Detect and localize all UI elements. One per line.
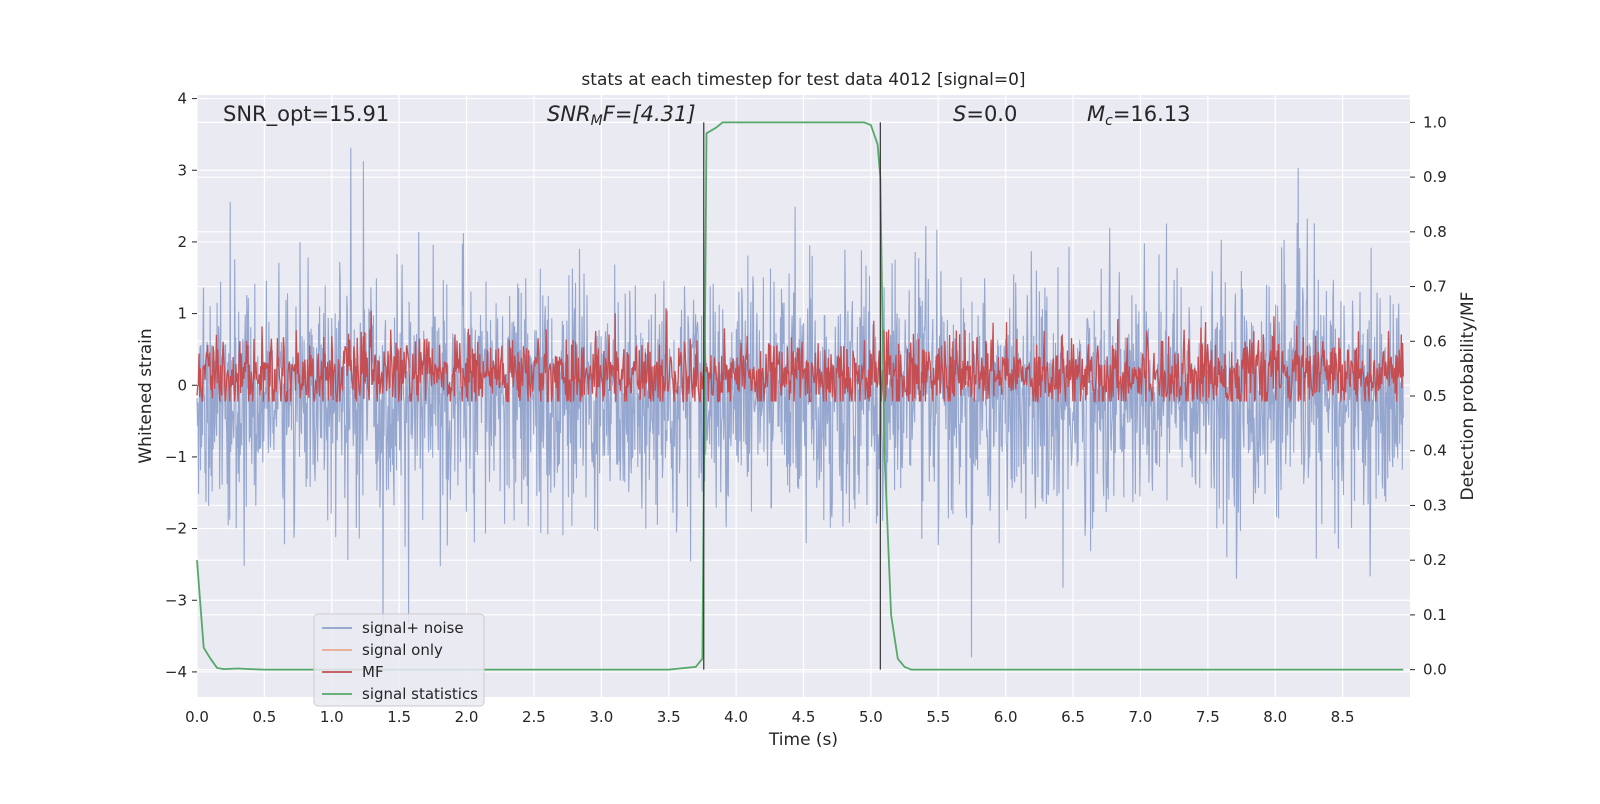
legend-box	[313, 613, 485, 707]
annotation-mc-sub: c	[1105, 113, 1113, 129]
y2-tick-label: 0.6	[1423, 332, 1447, 350]
legend: signal+ noise signal only MF signal statist…	[313, 613, 485, 707]
y2-tick-label: 1.0	[1423, 113, 1447, 131]
y-tick-label: 0	[177, 376, 187, 394]
annotations: SNR_opt=15.91 SNRMF=[4.31] S=0.0 Mc=16.1…	[223, 102, 1191, 129]
legend-label: signal only	[362, 641, 443, 659]
x-tick-label: 7.5	[1196, 708, 1220, 726]
x-tick-label: 4.0	[724, 708, 748, 726]
x-tick-label: 0.0	[185, 708, 209, 726]
x-tick-label: 3.0	[589, 708, 613, 726]
x-axis-label: Time (s)	[768, 730, 838, 750]
x-tick-label: 1.0	[320, 708, 344, 726]
y2-tick-label: 0.3	[1423, 496, 1447, 514]
tick-labels: 0.0 0.5 1.0 1.5 2.0 2.5 3.0 3.5 4.0 4.5 5.0 5.5 6.0 6…	[165, 90, 1447, 726]
x-tick-label: 2.0	[455, 708, 479, 726]
y-tick-label: −1	[165, 448, 187, 466]
y-axis-label: Whitened strain	[136, 328, 156, 463]
x-tick-label: 0.5	[252, 708, 276, 726]
y-tick-label: −3	[165, 591, 187, 609]
x-tick-label: 6.5	[1061, 708, 1085, 726]
annotation-snr-opt: SNR_opt=15.91	[223, 102, 389, 127]
annotation-mc: Mc=16.13	[1087, 102, 1191, 129]
x-tick-label: 7.0	[1129, 708, 1153, 726]
annotation-s-var: S	[953, 102, 966, 126]
y2-tick-label: 0.7	[1423, 278, 1447, 296]
chart-title: stats at each timestep for test data 401…	[581, 70, 1025, 90]
annotation-snr-mf-sub: M	[591, 113, 603, 129]
annotation-mc-base: M	[1087, 102, 1105, 126]
y-tick-label: 1	[177, 305, 187, 323]
x-tick-label: 5.5	[926, 708, 950, 726]
y-tick-label: −4	[165, 663, 187, 681]
annotation-snr-mf: SNRMF=[4.31]	[547, 102, 696, 129]
signal-noise-line	[196, 147, 1404, 658]
y2-tick-label: 0.9	[1423, 168, 1447, 186]
y-tick-label: 4	[177, 90, 187, 108]
y2-tick-label: 0.0	[1423, 661, 1447, 679]
x-tick-label: 1.5	[387, 708, 411, 726]
x-tick-label: 8.0	[1263, 708, 1287, 726]
y2-tick-label: 0.2	[1423, 551, 1447, 569]
x-tick-label: 3.5	[657, 708, 681, 726]
mf-series	[196, 308, 1404, 403]
annotation-mc-rest: =16.13	[1113, 102, 1191, 126]
y-tick-label: 2	[177, 233, 187, 251]
legend-items: signal+ noise signal only MF signal statist…	[322, 619, 478, 703]
y2-axis-label: Detection probability/MF	[1458, 292, 1478, 501]
annotation-snr-mf-rest: F=[4.31]	[603, 102, 696, 126]
x-tick-label: 5.0	[859, 708, 883, 726]
x-tick-label: 8.5	[1331, 708, 1355, 726]
signal-statistics-line	[196, 121, 1404, 671]
y-tick-label: 3	[177, 161, 187, 179]
legend-label: MF	[362, 663, 384, 681]
y-tick-label: −2	[165, 520, 187, 538]
annotation-snr-mf-base: SNR	[547, 102, 591, 126]
y2-tick-label: 0.5	[1423, 387, 1447, 405]
legend-label: signal statistics	[362, 685, 478, 703]
mf-line	[196, 308, 1404, 403]
x-tick-label: 2.5	[522, 708, 546, 726]
x-tick-label: 6.0	[994, 708, 1018, 726]
y2-tick-label: 0.1	[1423, 606, 1447, 624]
annotation-s-rest: =0.0	[966, 102, 1017, 126]
signal-statistics-series	[196, 121, 1404, 671]
legend-label: signal+ noise	[362, 619, 464, 637]
signal-noise-series	[196, 147, 1404, 658]
y2-tick-label: 0.4	[1423, 442, 1447, 460]
x-tick-label: 4.5	[792, 708, 816, 726]
vertical-lines	[703, 122, 881, 670]
y2-tick-label: 0.8	[1423, 223, 1447, 241]
annotation-s: S=0.0	[953, 102, 1017, 126]
